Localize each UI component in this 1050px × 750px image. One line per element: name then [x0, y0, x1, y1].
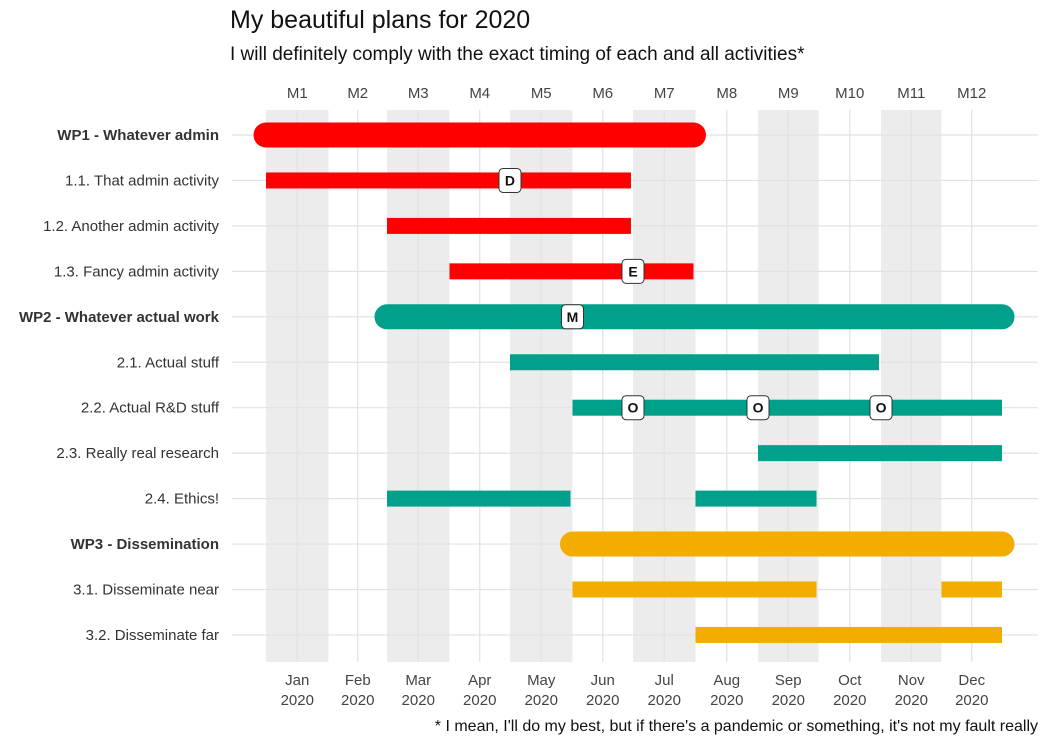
milestone-label: O	[628, 400, 639, 416]
task-label: 1.3. Fancy admin activity	[54, 263, 220, 280]
top-tick-label: M8	[716, 85, 737, 102]
bottom-tick-month: Jan	[285, 672, 309, 689]
bottom-tick-year: 2020	[772, 692, 805, 709]
bottom-tick-month: Dec	[958, 672, 985, 689]
bottom-tick-year: 2020	[586, 692, 619, 709]
wp-label: WP1 - Whatever admin	[57, 127, 219, 144]
task-bar	[449, 263, 694, 280]
bottom-tick-month: Jun	[591, 672, 615, 689]
bottom-tick-month: Feb	[345, 672, 371, 689]
milestone-label: O	[876, 400, 887, 416]
task-bar	[509, 354, 879, 371]
task-label: 1.2. Another admin activity	[43, 218, 219, 235]
top-tick-label: M2	[347, 85, 368, 102]
task-bar	[386, 217, 631, 234]
task-label: 2.4. Ethics!	[145, 491, 219, 508]
milestone-box	[621, 395, 645, 421]
bottom-tick-year: 2020	[648, 692, 681, 709]
task-bar	[695, 626, 1002, 643]
milestone-label: E	[628, 263, 637, 279]
chart-subtitle: I will definitely comply with the exact …	[230, 44, 805, 65]
milestone-label: D	[505, 172, 515, 188]
milestone-label: O	[753, 400, 764, 416]
bottom-tick-year: 2020	[955, 692, 988, 709]
bottom-tick-year: 2020	[281, 692, 314, 709]
bottom-tick-month: Apr	[468, 672, 491, 689]
wp-label: WP3 - Dissemination	[71, 536, 219, 553]
top-tick-label: M4	[469, 85, 490, 102]
task-label: 2.1. Actual stuff	[117, 354, 220, 371]
task-label: 2.3. Really real research	[56, 445, 219, 462]
milestone-label: M	[567, 309, 579, 325]
bottom-tick-year: 2020	[402, 692, 435, 709]
top-tick-label: M7	[654, 85, 675, 102]
chart-title: My beautiful plans for 2020	[230, 6, 531, 34]
task-bar	[572, 581, 817, 598]
milestone-box	[498, 167, 522, 193]
task-bar	[386, 490, 571, 507]
wp-label: WP2 - Whatever actual work	[19, 309, 220, 326]
task-bar	[266, 172, 631, 189]
bottom-tick-year: 2020	[895, 692, 928, 709]
bottom-tick-month: May	[527, 672, 556, 689]
task-bar	[941, 581, 1002, 598]
top-tick-label: M11	[897, 85, 925, 102]
bottom-tick-month: Jul	[655, 672, 674, 689]
task-label: 3.1. Disseminate near	[73, 582, 219, 599]
milestone-box	[869, 395, 893, 421]
bottom-tick-year: 2020	[525, 692, 558, 709]
task-bar	[758, 445, 1002, 462]
bottom-tick-year: 2020	[341, 692, 374, 709]
milestone-box	[560, 304, 584, 330]
top-tick-label: M5	[531, 85, 552, 102]
top-tick-label: M6	[592, 85, 613, 102]
top-tick-label: M9	[778, 85, 799, 102]
bottom-tick-year: 2020	[710, 692, 743, 709]
bottom-tick-month: Sep	[775, 672, 802, 689]
task-bar	[695, 490, 817, 507]
top-tick-label: M10	[835, 85, 864, 102]
top-tick-label: M12	[957, 85, 986, 102]
task-label: 1.1. That admin activity	[65, 172, 219, 189]
bottom-tick-month: Nov	[898, 672, 925, 689]
milestone-box	[746, 395, 770, 421]
task-label: 2.2. Actual R&D stuff	[81, 400, 220, 417]
task-bar	[572, 399, 1002, 416]
bottom-tick-month: Aug	[713, 672, 740, 689]
bottom-tick-month: Oct	[838, 672, 862, 689]
top-tick-label: M1	[287, 85, 308, 102]
task-label: 3.2. Disseminate far	[86, 627, 219, 644]
bottom-tick-year: 2020	[463, 692, 496, 709]
top-tick-label: M3	[408, 85, 429, 102]
bottom-tick-year: 2020	[833, 692, 866, 709]
chart-caption: * I mean, I'll do my best, but if there'…	[434, 718, 1038, 735]
milestone-box	[621, 258, 645, 284]
bottom-tick-month: Mar	[405, 672, 431, 689]
